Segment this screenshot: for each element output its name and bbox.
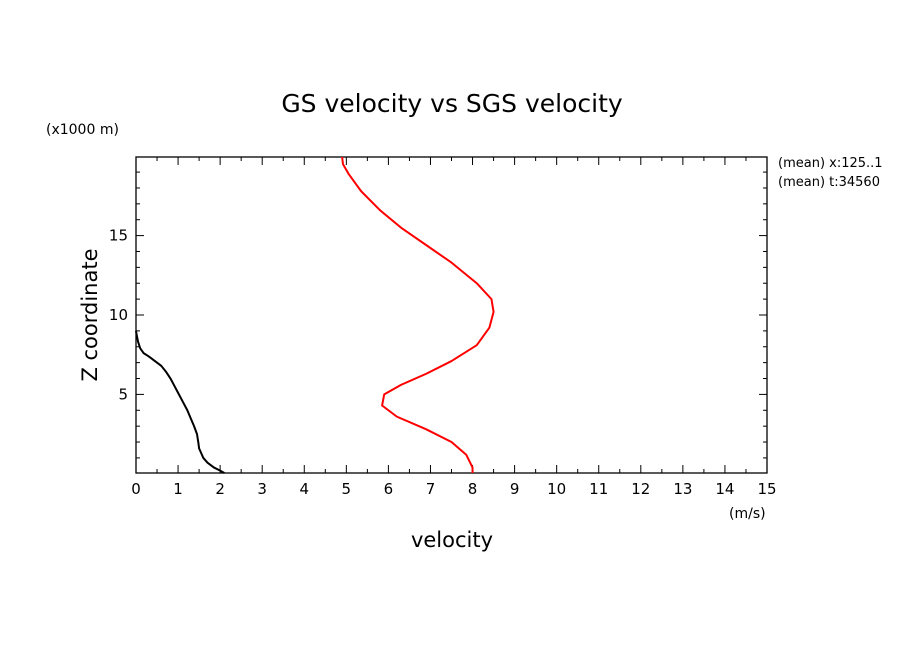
x-tick-label: 15	[757, 480, 776, 498]
x-tick-label: 4	[299, 480, 309, 498]
x-tick-label: 10	[547, 480, 566, 498]
series-line-1	[135, 330, 225, 474]
x-tick-label: 0	[131, 480, 141, 498]
x-tick-label: 6	[384, 480, 394, 498]
series-line-2	[341, 156, 495, 473]
plot-frame	[135, 156, 768, 474]
annotation-mean-t: (mean) t:34560	[778, 175, 880, 190]
x-tick-label: 14	[715, 480, 734, 498]
y-axis-label: Z coordinate	[78, 248, 102, 381]
x-tick-label: 5	[342, 480, 352, 498]
y-tick-label: 10	[109, 306, 128, 324]
x-tick-label: 2	[215, 480, 225, 498]
x-tick-label: 11	[589, 480, 608, 498]
x-tick-label: 13	[673, 480, 692, 498]
x-unit-label: (m/s)	[729, 506, 766, 522]
x-tick-label: 12	[631, 480, 650, 498]
x-tick-label: 9	[510, 480, 520, 498]
y-unit-label: (x1000 m)	[46, 122, 119, 138]
x-axis-label: velocity	[411, 528, 493, 552]
y-tick-label: 15	[109, 227, 128, 245]
x-tick-label: 3	[257, 480, 267, 498]
x-tick-label: 1	[173, 480, 183, 498]
y-tick-label: 5	[118, 385, 128, 403]
x-tick-label: 7	[426, 480, 436, 498]
x-tick-label: 8	[468, 480, 478, 498]
annotation-mean-x: (mean) x:125..1	[778, 156, 883, 171]
chart-title: GS velocity vs SGS velocity	[281, 89, 623, 118]
